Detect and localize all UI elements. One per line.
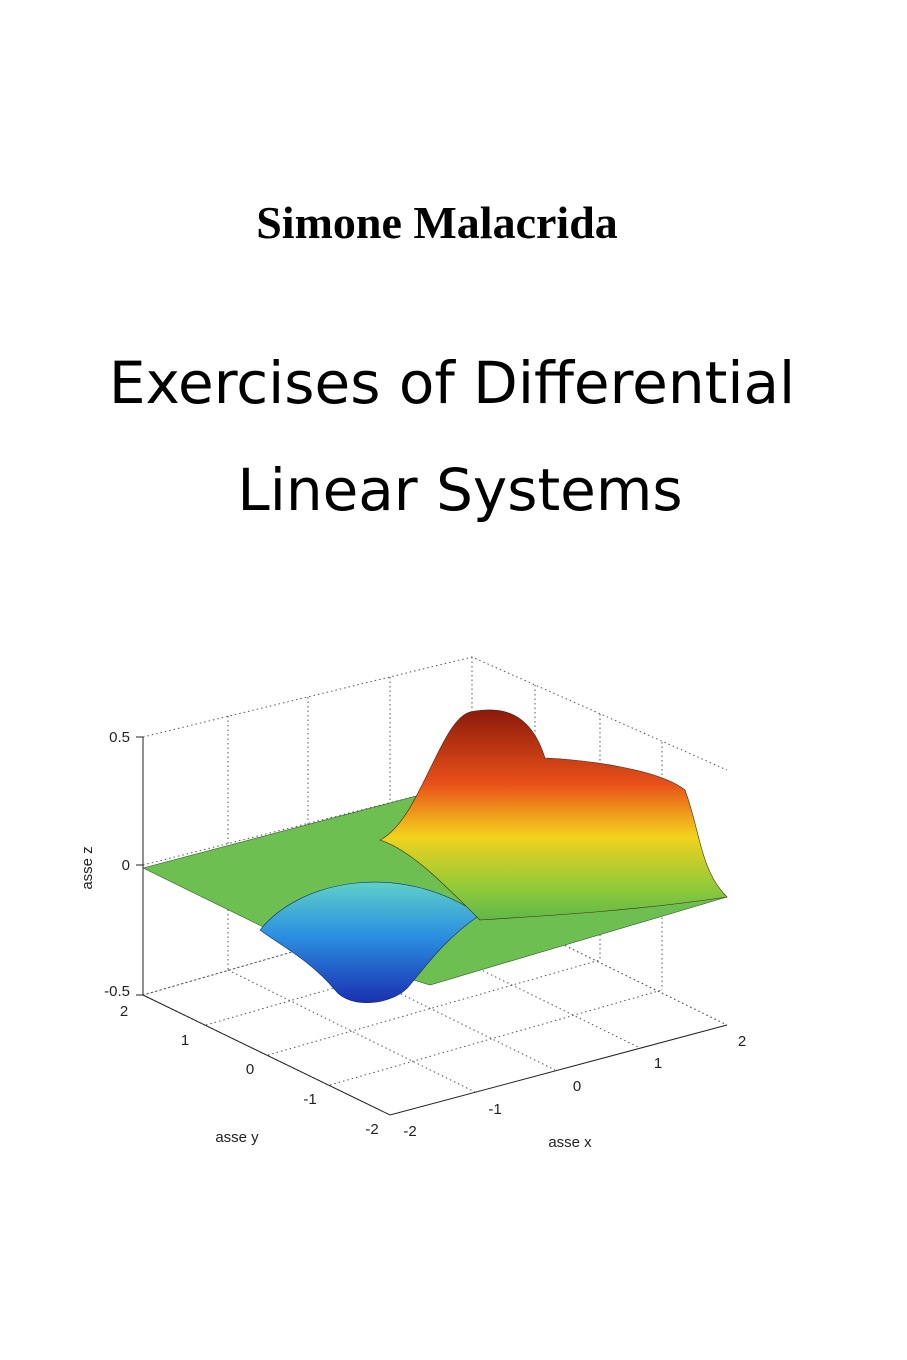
title-line: Exercises of Differential xyxy=(109,349,795,417)
x-axis-label: asse x xyxy=(548,1134,592,1151)
x-tick-label: -1 xyxy=(488,1101,501,1118)
z-tick-label: 0.5 xyxy=(109,729,130,746)
y-axis-label: asse y xyxy=(215,1129,259,1146)
z-axis-label: asse z xyxy=(79,846,96,889)
z-tick-label: 0 xyxy=(122,857,130,874)
x-tick-label: 2 xyxy=(738,1033,746,1050)
author: Simone Malacrida xyxy=(256,197,618,248)
y-tick-label: -2 xyxy=(365,1121,378,1138)
y-tick-label: -1 xyxy=(303,1091,316,1108)
z-tick-label: -0.5 xyxy=(104,983,130,1000)
x-tick-label: -2 xyxy=(403,1123,416,1140)
surface xyxy=(142,709,728,1003)
x-tick-label: 1 xyxy=(654,1055,662,1072)
x-tick-label: 0 xyxy=(573,1078,581,1095)
title-line: Linear Systems xyxy=(237,456,682,524)
y-tick-label: 1 xyxy=(181,1032,189,1049)
y-tick-label: 0 xyxy=(246,1061,254,1078)
y-tick-label: 2 xyxy=(120,1003,128,1020)
